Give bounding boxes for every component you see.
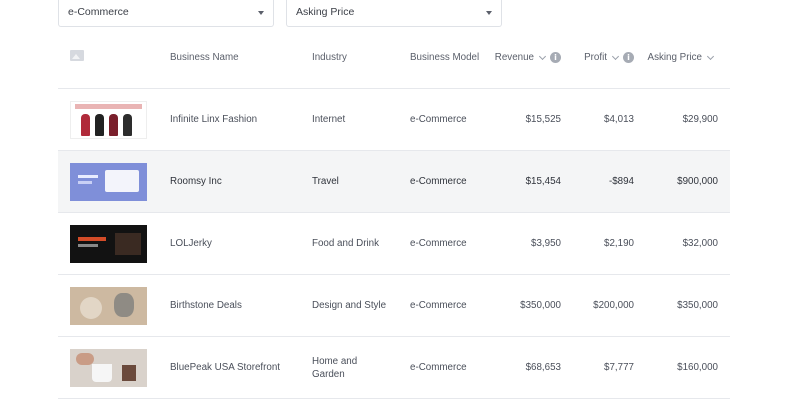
info-icon[interactable]: i	[550, 52, 561, 63]
caret-down-icon	[258, 11, 264, 15]
industry-cell: Design and Style	[312, 300, 387, 311]
business-name-header: Business Name	[170, 52, 239, 63]
caret-down-icon	[486, 11, 492, 15]
business-model-cell: e-Commerce	[410, 238, 467, 249]
business-name-cell[interactable]: Birthstone Deals	[170, 300, 242, 311]
image-icon	[70, 50, 84, 61]
business-model-cell: e-Commerce	[410, 300, 467, 311]
revenue-header-label: Revenue	[494, 52, 534, 63]
profit-cell: $2,190	[604, 238, 634, 249]
chevron-down-icon	[538, 52, 547, 60]
revenue-cell: $15,454	[525, 176, 561, 187]
business-name-cell[interactable]: Roomsy Inc	[170, 176, 222, 187]
asking-price-cell: $29,900	[682, 114, 718, 125]
business-model-cell: e-Commerce	[410, 114, 467, 125]
asking-price-cell: $900,000	[677, 176, 718, 187]
revenue-header[interactable]: Revenue i	[488, 27, 561, 88]
listing-thumbnail[interactable]	[70, 100, 147, 139]
business-model-cell: e-Commerce	[410, 176, 467, 187]
listing-thumbnail[interactable]	[70, 224, 147, 263]
business-model-cell: e-Commerce	[410, 362, 467, 373]
listing-thumbnail[interactable]	[70, 286, 147, 325]
table-row[interactable]: BluePeak USA Storefront Home and Garden …	[58, 337, 730, 399]
profit-header-label: Profit	[584, 52, 607, 63]
table-row[interactable]: Birthstone Deals Design and Style e-Comm…	[58, 275, 730, 337]
profit-header[interactable]: Profit i	[568, 27, 634, 88]
sort-by-select[interactable]: Asking Price	[286, 0, 502, 27]
chevron-down-icon	[611, 52, 620, 60]
industry-header: Industry	[312, 52, 347, 63]
table-row[interactable]: Roomsy Inc Travel e-Commerce $15,454 -$8…	[58, 151, 730, 213]
info-icon[interactable]: i	[623, 52, 634, 63]
sort-by-select-value: Asking Price	[296, 6, 355, 18]
business-model-select-value: e-Commerce	[68, 6, 129, 18]
table-header: Business Name Industry Business Model Re…	[58, 27, 730, 89]
asking-price-cell: $32,000	[682, 238, 718, 249]
profit-cell: -$894	[608, 176, 634, 187]
table-row[interactable]: Infinite Linx Fashion Internet e-Commerc…	[58, 89, 730, 151]
industry-cell: Travel	[312, 176, 339, 187]
profit-cell: $7,777	[604, 362, 634, 373]
revenue-cell: $350,000	[520, 300, 561, 311]
business-name-cell[interactable]: BluePeak USA Storefront	[170, 362, 281, 373]
listings-table: Business Name Industry Business Model Re…	[58, 27, 730, 399]
chevron-down-icon	[706, 52, 715, 60]
asking-price-cell: $160,000	[677, 362, 718, 373]
asking-price-cell: $350,000	[677, 300, 718, 311]
asking-price-header[interactable]: Asking Price	[644, 27, 718, 88]
business-name-cell[interactable]: LOLJerky	[170, 238, 212, 249]
revenue-cell: $3,950	[531, 238, 561, 249]
industry-cell: Home and Garden	[312, 355, 358, 380]
business-model-header: Business Model	[410, 52, 480, 63]
business-model-select[interactable]: e-Commerce	[58, 0, 274, 27]
image-column-header	[70, 27, 147, 88]
industry-cell: Internet	[312, 114, 346, 125]
listing-thumbnail[interactable]	[70, 348, 147, 387]
profit-cell: $4,013	[604, 114, 634, 125]
revenue-cell: $68,653	[525, 362, 561, 373]
revenue-cell: $15,525	[525, 114, 561, 125]
asking-price-header-label: Asking Price	[647, 52, 702, 63]
profit-cell: $200,000	[593, 300, 634, 311]
filter-bar: e-Commerce Asking Price	[58, 0, 502, 27]
business-name-cell[interactable]: Infinite Linx Fashion	[170, 114, 258, 125]
listing-thumbnail[interactable]	[70, 162, 147, 201]
table-row[interactable]: LOLJerky Food and Drink e-Commerce $3,95…	[58, 213, 730, 275]
industry-cell: Food and Drink	[312, 238, 379, 249]
